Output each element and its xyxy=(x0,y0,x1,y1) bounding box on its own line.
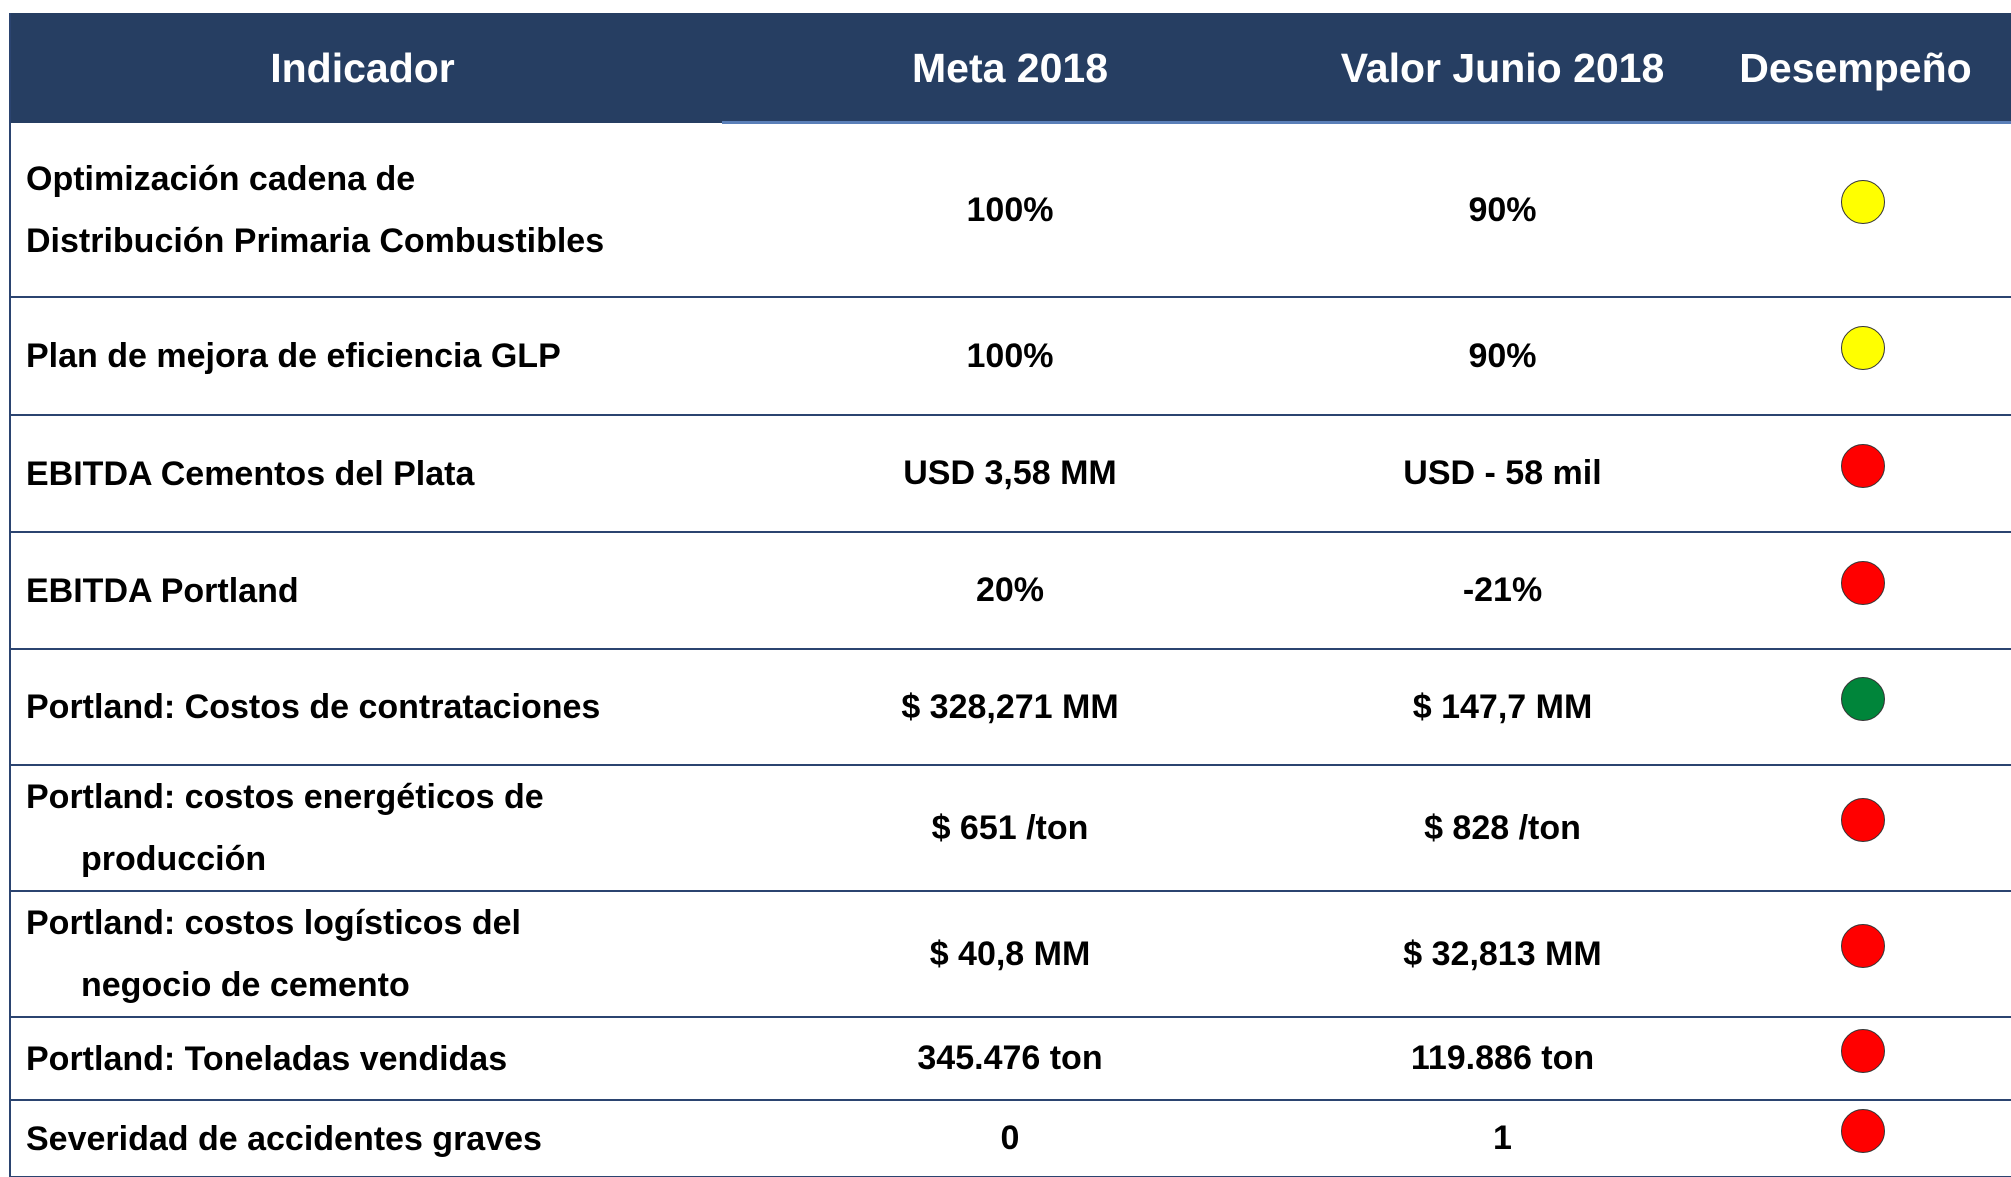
value-cell: $ 147,7 MM xyxy=(1412,687,1593,726)
indicator-line: EBITDA Portland xyxy=(26,571,299,610)
row-line xyxy=(10,296,2011,298)
status-dot xyxy=(1841,326,1885,370)
header-band xyxy=(10,13,2011,123)
meta-cell: $ 328,271 MM xyxy=(901,687,1119,726)
indicator-cell: Plan de mejora de eficiencia GLP xyxy=(26,297,716,415)
indicator-cell: Portland: costos energéticos de producció… xyxy=(26,765,716,891)
indicator-cell: EBITDA Portland xyxy=(26,532,716,649)
row-line xyxy=(10,648,2011,650)
indicator-line: Distribución Primaria Combustibles xyxy=(26,222,605,260)
value-cell: 90% xyxy=(1468,190,1537,229)
value-cell: 90% xyxy=(1468,336,1537,375)
indicator-line: Plan de mejora de eficiencia GLP xyxy=(26,337,561,375)
header-accent xyxy=(722,121,2011,124)
row-line xyxy=(10,890,2011,892)
status-dot xyxy=(1841,677,1885,721)
meta-cell: 100% xyxy=(966,190,1054,229)
indicator-line: Portland: Toneladas vendidas xyxy=(26,1039,508,1078)
header-cell: Meta 2018 xyxy=(911,44,1108,91)
indicator-cell: Portland: Toneladas vendidas xyxy=(26,1017,716,1100)
indicator-line: Optimización cadena de xyxy=(26,160,416,198)
status-dot xyxy=(1841,560,1885,605)
indicator-cell: Severidad de accidentes graves xyxy=(26,1100,716,1177)
meta-cell: $ 651 /ton xyxy=(931,808,1089,847)
row-line xyxy=(10,1099,2011,1101)
status-dot xyxy=(1841,924,1885,968)
status-dot xyxy=(1841,443,1885,488)
row-line xyxy=(10,1016,2011,1018)
indicator-line: producción xyxy=(81,840,267,878)
indicator-cell: Portland: costos logísticos del negocio d… xyxy=(26,891,716,1017)
indicator-line: Portland: costos logísticos del xyxy=(26,904,521,942)
row-line xyxy=(10,764,2011,766)
row-line xyxy=(10,531,2011,533)
value-cell: 1 xyxy=(1493,1119,1512,1157)
indicator-cell: EBITDA Cementos del Plata xyxy=(26,415,716,532)
indicator-line: negocio de cemento xyxy=(81,966,410,1004)
status-dot xyxy=(1841,1028,1885,1073)
value-cell: 119.886 ton xyxy=(1410,1039,1595,1077)
indicator-line: Severidad de accidentes graves xyxy=(26,1119,542,1158)
meta-cell: 0 xyxy=(1000,1119,1020,1157)
status-dot xyxy=(1841,1108,1885,1153)
indicator-line: Portland: Costos de contrataciones xyxy=(26,688,601,726)
header-cell: Valor Junio 2018 xyxy=(1340,44,1665,91)
meta-cell: 100% xyxy=(966,336,1054,375)
status-dot xyxy=(1841,798,1885,842)
meta-cell: USD 3,58 MM xyxy=(903,454,1117,492)
status-dot xyxy=(1841,180,1885,224)
indicator-line: Portland: costos energéticos de xyxy=(26,778,544,816)
left-border xyxy=(9,13,11,1177)
row-line xyxy=(10,414,2011,416)
indicator-cell: Portland: Costos de contrataciones xyxy=(26,649,716,765)
value-cell: $ 32,813 MM xyxy=(1403,934,1602,973)
value-cell: $ 828 /ton xyxy=(1424,808,1581,847)
value-cell: -21% xyxy=(1462,571,1543,609)
meta-cell: $ 40,8 MM xyxy=(929,934,1091,973)
meta-cell: 345.476 ton xyxy=(917,1039,1103,1077)
meta-cell: 20% xyxy=(975,571,1045,609)
value-cell: USD - 58 mil xyxy=(1403,454,1602,492)
indicator-cell: Optimización cadena de Distribución Prima… xyxy=(26,123,716,297)
header-cell: Indicador xyxy=(270,44,455,91)
indicator-line: EBITDA Cementos del Plata xyxy=(26,454,475,493)
header-cell: Desempeño xyxy=(1739,44,1972,91)
